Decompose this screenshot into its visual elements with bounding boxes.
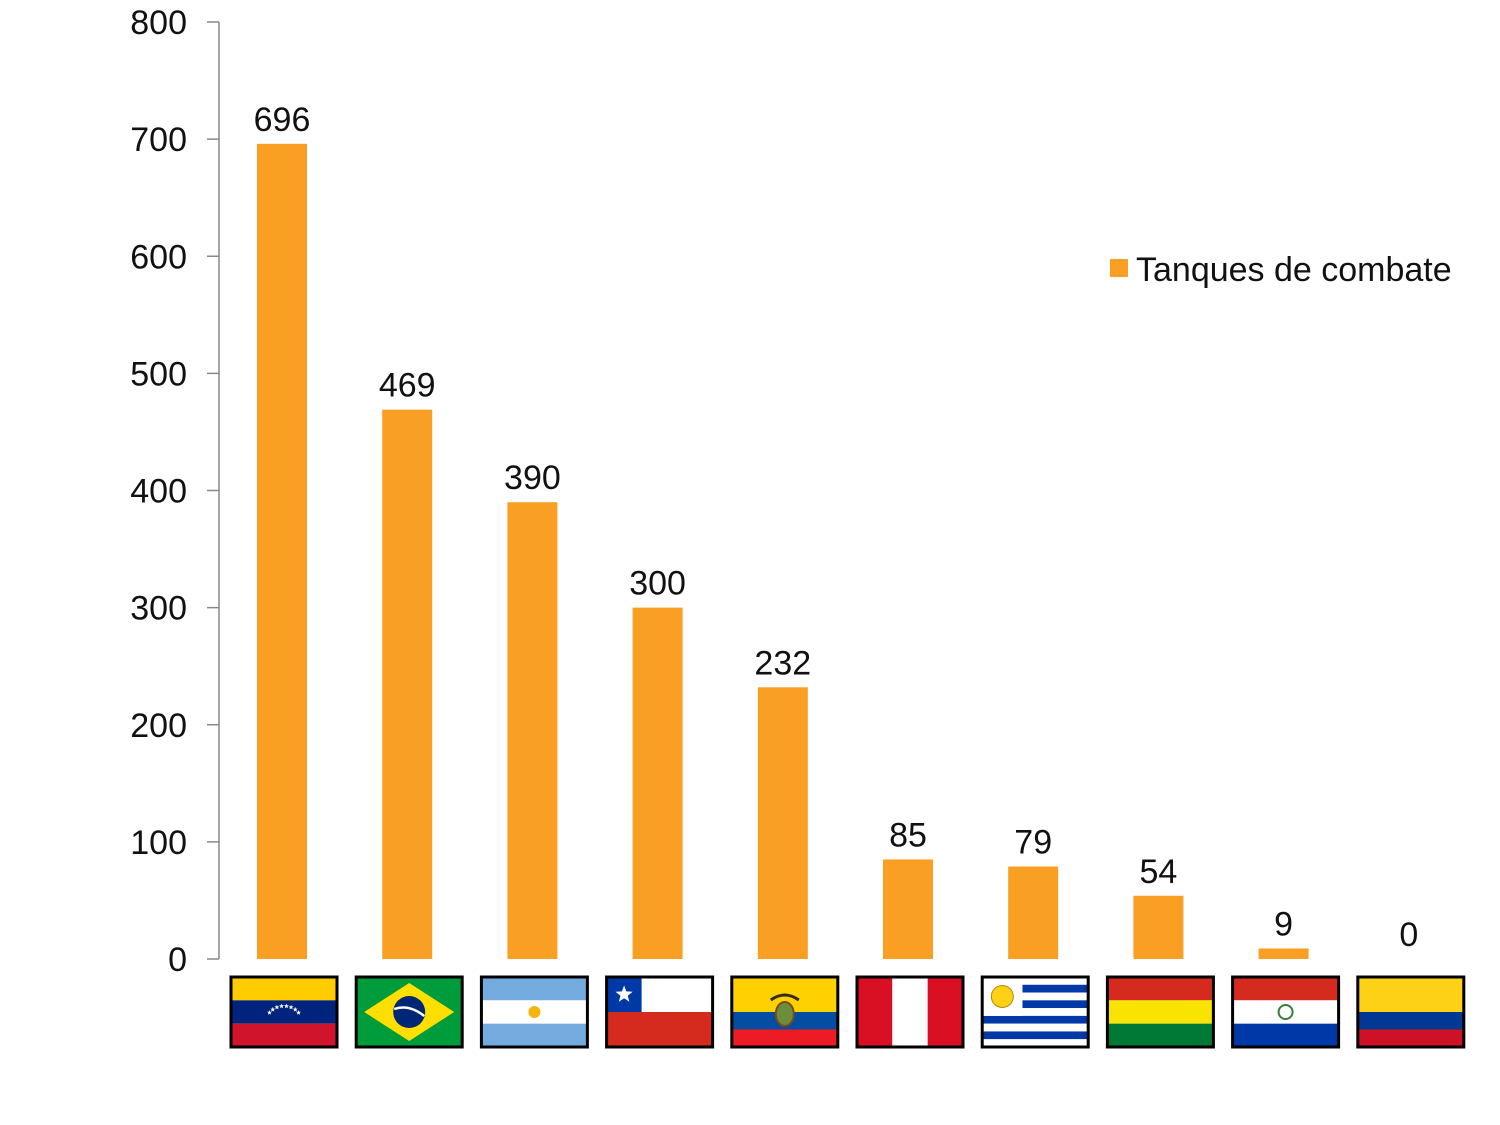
y-tick-label: 400 (130, 473, 187, 511)
bar (883, 859, 933, 959)
y-tick-label: 500 (130, 355, 187, 393)
y-tick-label: 700 (130, 121, 187, 159)
uruguay-flag-icon (980, 975, 1090, 1049)
y-tick-label: 300 (130, 590, 187, 628)
data-label: 0 (1399, 916, 1418, 954)
bars (257, 143, 1309, 960)
legend-label: Tanques de combate (1136, 251, 1452, 289)
data-label: 300 (629, 565, 686, 603)
data-label: 232 (754, 644, 811, 682)
data-label: 390 (504, 459, 561, 497)
y-tick-label: 800 (130, 4, 187, 42)
country-flags (229, 975, 1466, 1049)
bar (257, 143, 307, 959)
y-tick-label: 200 (130, 707, 187, 745)
bar (382, 409, 433, 960)
y-tick-label: 100 (130, 824, 187, 862)
legend: Tanques de combate (1110, 251, 1452, 289)
paraguay-flag-icon (1231, 975, 1341, 1049)
data-label: 469 (379, 367, 436, 405)
y-axis: 0 100 200 300 400 500 600 700 800 (130, 4, 220, 979)
bar (1133, 895, 1184, 959)
peru-flag-icon (855, 975, 965, 1049)
bar (1008, 866, 1059, 959)
y-tick-label: 0 (168, 941, 187, 979)
ecuador-flag-icon (730, 975, 840, 1049)
legend-swatch (1110, 259, 1128, 277)
bolivia-flag-icon (1105, 975, 1215, 1049)
data-label: 696 (254, 101, 311, 139)
colombia-flag-icon (1356, 975, 1466, 1049)
argentina-flag-icon (479, 975, 589, 1049)
data-label: 79 (1014, 823, 1052, 861)
venezuela-flag-icon (229, 975, 339, 1049)
chile-flag-icon (605, 975, 715, 1049)
data-label: 9 (1274, 905, 1293, 943)
bar (1258, 948, 1309, 959)
bar (632, 607, 683, 959)
data-label: 85 (889, 816, 927, 854)
data-label: 54 (1139, 853, 1177, 891)
bar (757, 687, 808, 959)
brazil-flag-icon (354, 975, 464, 1049)
y-tick-label: 600 (130, 238, 187, 276)
bar (507, 502, 558, 959)
data-labels: 696 469 390 300 232 85 79 54 9 0 (254, 101, 1419, 954)
